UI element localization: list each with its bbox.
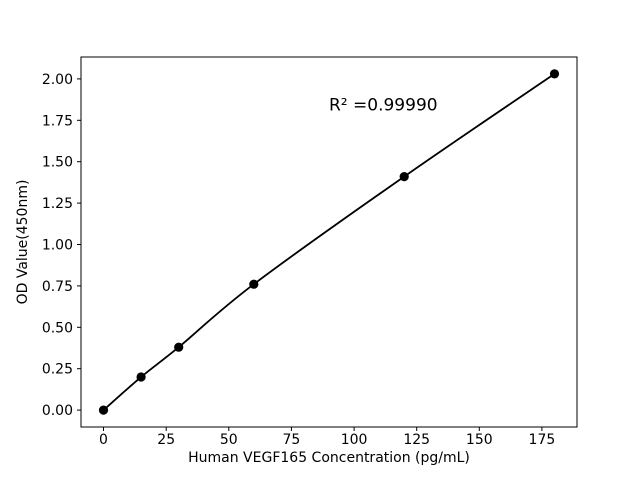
x-tick-label: 100 <box>341 432 368 448</box>
y-tick-label: 1.75 <box>42 113 73 129</box>
data-point <box>549 69 560 79</box>
data-point <box>399 172 409 182</box>
x-tick-label: 0 <box>99 432 108 448</box>
y-tick-label: 0.25 <box>42 362 73 378</box>
y-axis: 0.00 0.25 0.50 0.75 1.00 1.25 1.50 1.75 2.00 <box>42 72 81 419</box>
x-tick-label: 150 <box>466 432 493 448</box>
y-tick-label: 0.00 <box>42 403 73 419</box>
fit-line <box>102 73 556 411</box>
data-point <box>98 405 109 415</box>
y-tick-label: 1.25 <box>42 196 73 212</box>
series-group <box>98 69 560 415</box>
x-tick-label: 50 <box>220 432 238 448</box>
y-tick-label: 0.75 <box>42 279 73 295</box>
y-axis-label: OD Value(450nm) <box>15 180 31 305</box>
data-point <box>174 342 184 352</box>
data-point <box>136 372 146 382</box>
x-tick-label: 25 <box>157 432 175 448</box>
y-tick-label: 1.00 <box>42 238 73 254</box>
plot-area-border <box>80 56 578 428</box>
x-axis: 0 25 50 75 100 125 150 175 <box>99 427 555 448</box>
r-squared-annotation: R² =0.99990 <box>329 95 438 115</box>
x-axis-label: Human VEGF165 Concentration (pg/mL) <box>188 450 470 466</box>
x-tick-label: 75 <box>282 432 300 448</box>
y-tick-label: 2.00 <box>42 72 73 88</box>
y-tick-label: 1.50 <box>42 155 73 171</box>
data-point <box>249 279 259 289</box>
y-tick-label: 0.50 <box>42 320 73 336</box>
x-tick-label: 125 <box>403 432 430 448</box>
x-tick-label: 175 <box>529 432 556 448</box>
